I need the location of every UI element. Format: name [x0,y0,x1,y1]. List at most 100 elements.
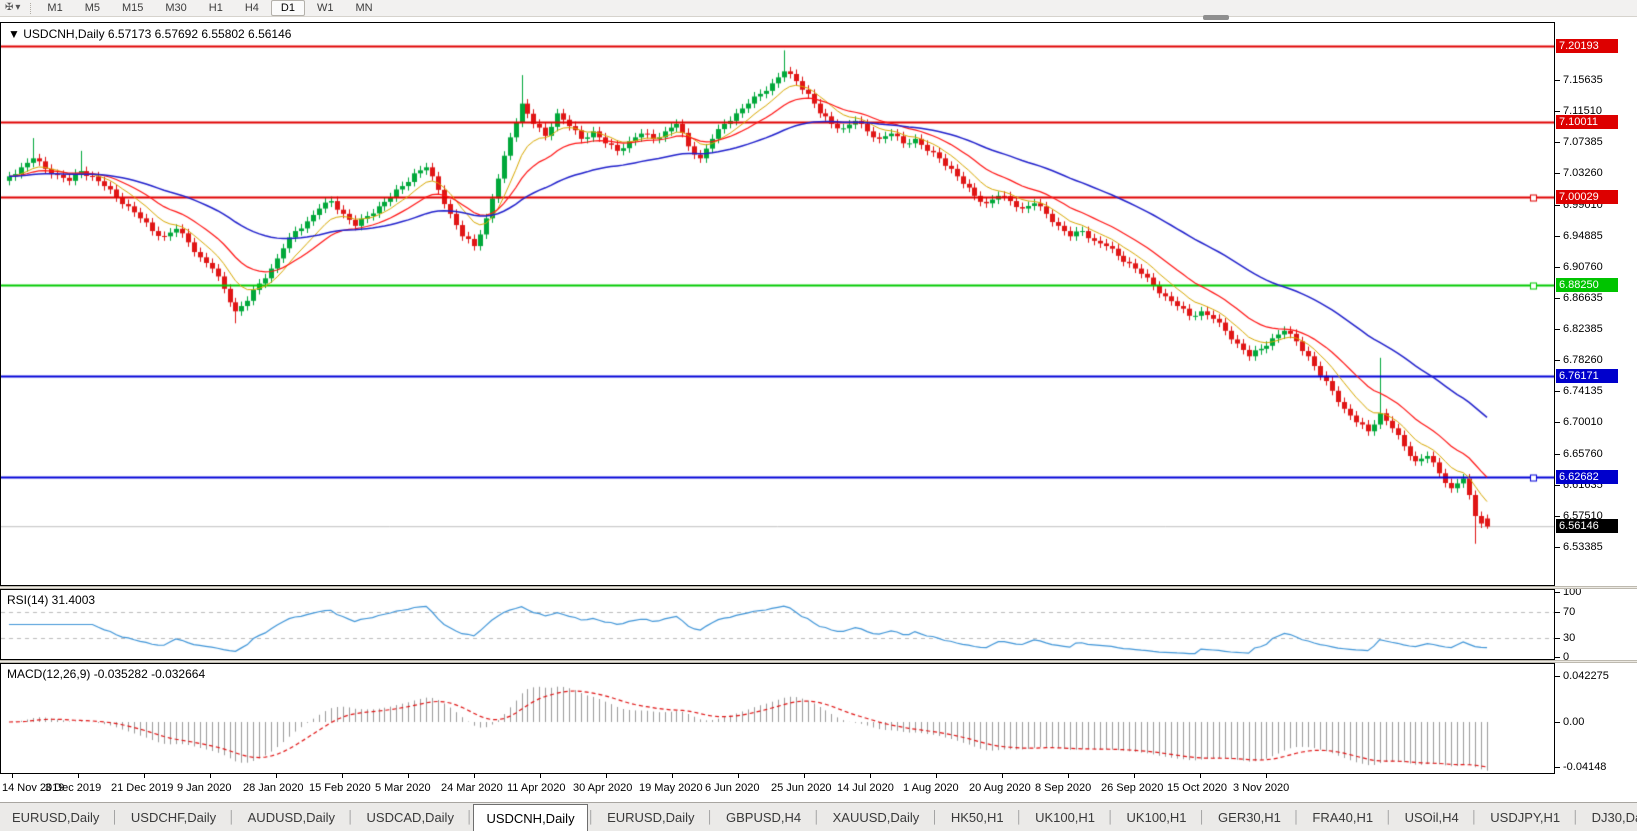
panel-splitter[interactable] [0,660,1637,663]
date-tick-mark [606,774,607,778]
date-tick-mark [210,774,211,778]
tab-separator: │ [1015,810,1024,824]
axis-tick-mark [1555,267,1560,268]
date-label: 24 Mar 2020 [441,782,503,794]
candlestick-chart[interactable] [1,23,1554,585]
axis-tick-label: 6.90760 [1563,261,1603,273]
axis-tick-mark [1555,360,1560,361]
axis-tick-mark [1555,391,1560,392]
chart-tab-hk50-8[interactable]: HK50,H1 [950,809,1004,825]
axis-tick-label: 7.15635 [1563,74,1603,86]
date-tick-mark [870,774,871,778]
chart-tab-eurusd-5[interactable]: EURUSD,Daily [607,809,695,825]
date-tick-mark [936,774,937,778]
chart-tab-ger30-11[interactable]: GER30,H1 [1218,809,1281,825]
tab-separator: │ [706,810,714,824]
rsi-indicator-label: RSI(14) 31.4003 [7,593,96,607]
timeframe-button-d1[interactable]: D1 [270,0,305,16]
axis-tick-label: 7.03260 [1563,167,1603,179]
tab-separator: │ [1198,810,1207,824]
macd-panel: MACD(12,26,9) -0.035282 -0.032664 [0,663,1555,774]
date-tick-mark [804,774,805,778]
date-tick-mark [1068,774,1069,778]
tab-separator: │ [1572,810,1580,824]
tab-separator: │ [1292,810,1301,824]
date-label: 3 Nov 2020 [1233,782,1290,794]
panel-splitter[interactable] [0,586,1637,589]
timeframe-button-m5[interactable]: M5 [84,2,100,14]
chart-tab-gbpusd-6[interactable]: GBPUSD,H4 [725,809,802,825]
axis-tick-mark [1555,173,1560,174]
axis-tick-label: 7.11510 [1563,105,1602,117]
axis-tick-mark [1555,516,1560,517]
hline-price-badge: 6.88250 [1556,278,1618,292]
toolbar-separator [30,2,32,14]
chart-tab-usdcad-3[interactable]: USDCAD,Daily [366,809,454,825]
chart-title: ▼ USDCNH,Daily 6.57173 6.57692 6.55802 6… [8,27,291,41]
rsi-chart[interactable] [1,590,1554,659]
date-label: 14 Jul 2020 [837,782,894,794]
chart-symbol-label: USDCNH,Daily [23,27,105,41]
tab-separator: │ [1385,810,1393,824]
chart-tab-usoil-13[interactable]: USOil,H4 [1404,809,1459,825]
axis-tick-mark [1555,676,1560,677]
chart-tab-usdchf-1[interactable]: USDCHF,Daily [130,809,217,825]
axis-tick-label: 6.65760 [1563,448,1603,460]
axis-tick-mark [1555,767,1560,768]
chart-scrollbar-thumb[interactable] [1203,15,1229,20]
axis-tick-mark [1555,80,1560,81]
chart-tab-usdcnh-4[interactable]: USDCNH,Daily [473,804,588,831]
timeframe-button-h1[interactable]: H1 [208,2,223,14]
date-label: 19 May 2020 [639,782,703,794]
date-label: 1 Aug 2020 [903,782,959,794]
timeframe-button-m30[interactable]: M30 [165,2,187,14]
cursor-tool-button[interactable]: ✠ ▾ [0,0,25,16]
chart-tab-xauusd-7[interactable]: XAUUSD,Daily [832,809,920,825]
date-label: 15 Feb 2020 [309,782,371,794]
chart-tab-uk100-10[interactable]: UK100,H1 [1126,809,1187,825]
date-label: 25 Jun 2020 [771,782,832,794]
tab-separator: │ [813,810,821,824]
date-label: 11 Apr 2020 [507,782,566,794]
price-axis: 7.15635 7.11510 7.07385 7.03260 6.99010 6.948… [1555,22,1637,802]
collapse-caret-icon[interactable]: ▼ [8,27,20,41]
rsi-panel: RSI(14) 31.4003 [0,589,1555,660]
axis-tick-mark [1555,236,1560,237]
timeframe-button-h4[interactable]: H4 [244,2,259,14]
date-tick-mark [144,774,145,778]
axis-tick-mark [1555,329,1560,330]
date-label: 20 Aug 2020 [969,782,1031,794]
chart-tab-uk100-9[interactable]: UK100,H1 [1035,809,1096,825]
chart-tab-audusd-2[interactable]: AUDUSD,Daily [247,809,336,825]
chart-tab-usdjpy-14[interactable]: USDJPY,H1 [1490,809,1561,825]
date-label: 21 Dec 2019 [111,782,174,794]
timeframe-button-mn[interactable]: MN [355,2,373,14]
tab-separator: │ [347,810,355,824]
axis-tick-mark [1555,205,1560,206]
date-tick-mark [1134,774,1135,778]
tab-separator: │ [465,810,474,824]
axis-tick-mark [1555,298,1560,299]
timeframe-button-w1[interactable]: W1 [316,2,334,14]
date-tick-mark [78,774,79,778]
date-tick-mark [540,774,541,778]
date-label: 30 Apr 2020 [573,782,633,794]
timeframe-button-m15[interactable]: M15 [121,2,144,14]
timeframe-button-m1[interactable]: M1 [47,2,63,14]
axis-tick-label: 6.86635 [1563,292,1603,304]
date-tick-mark [276,774,277,778]
chart-tab-dj30-15[interactable]: DJ30,Daily [1591,809,1637,825]
date-label: 26 Sep 2020 [1101,782,1164,794]
date-tick-mark [672,774,673,778]
axis-tick-label: 6.70010 [1563,416,1603,428]
chart-tab-bar: EURUSD,Daily │ USDCHF,Daily │ AUDUSD,Daily │ U… [0,802,1637,831]
date-label: 15 Oct 2020 [1167,782,1227,794]
axis-tick-mark [1555,111,1560,112]
macd-chart[interactable] [1,664,1554,773]
chart-tab-eurusd-0[interactable]: EURUSD,Daily [12,809,100,825]
chart-tab-fra40-12[interactable]: FRA40,H1 [1312,809,1374,825]
axis-tick-mark [1555,485,1560,486]
hline-price-badge: 7.20193 [1556,39,1618,53]
axis-tick-label: 100 [1563,586,1582,598]
